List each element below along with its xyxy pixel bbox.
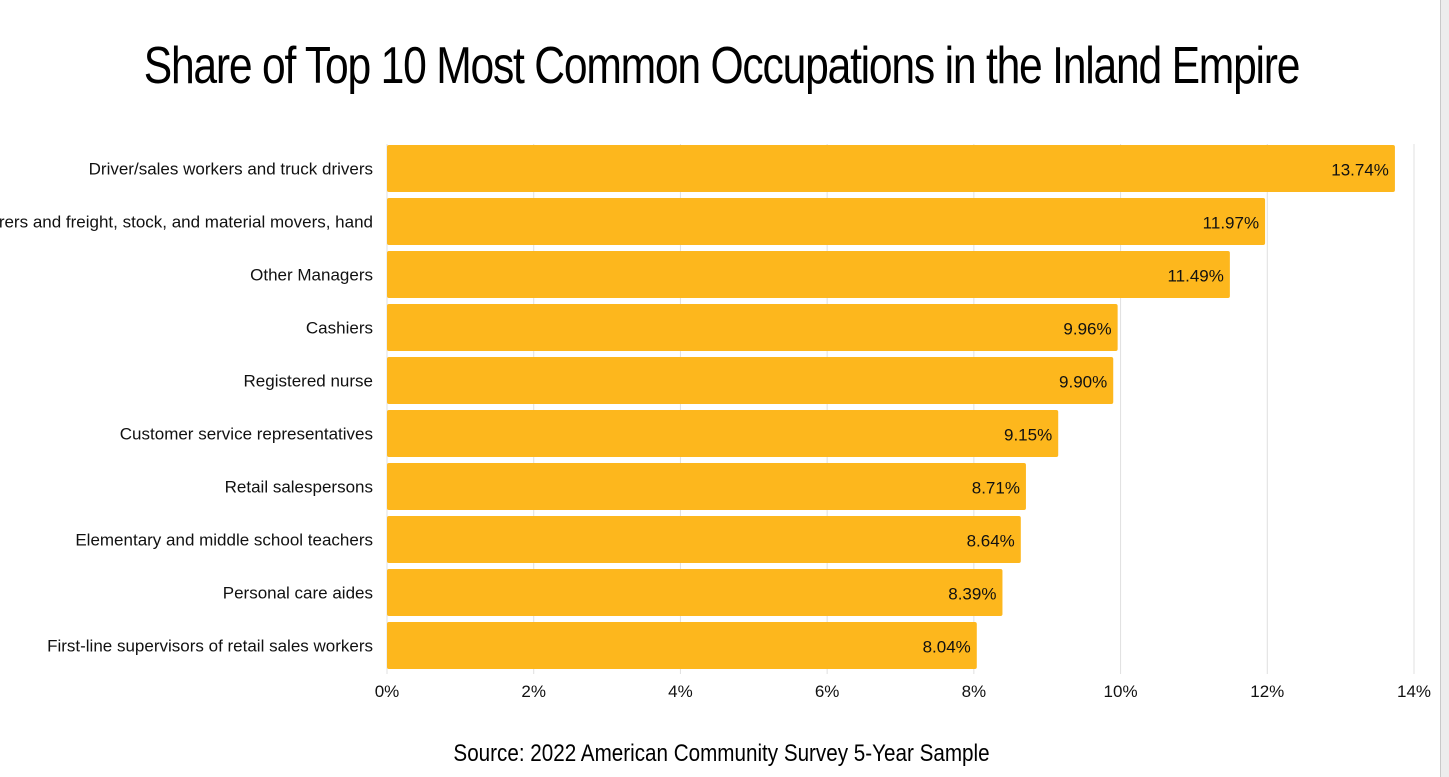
value-label-3: 9.96% (1063, 320, 1111, 339)
category-label-7: Elementary and middle school teachers (75, 531, 373, 550)
bar-8 (387, 569, 1003, 616)
bar-2 (387, 251, 1230, 298)
x-tick-label-3: 6% (815, 682, 840, 701)
category-label-1: Laborers and freight, stock, and materia… (0, 213, 373, 232)
bar-5 (387, 410, 1059, 457)
x-tick-label-1: 2% (521, 682, 546, 701)
x-tick-label-4: 8% (962, 682, 987, 701)
value-label-0: 13.74% (1331, 161, 1389, 180)
source-note: Source: 2022 American Community Survey 5… (453, 740, 990, 767)
category-label-9: First-line supervisors of retail sales w… (47, 637, 373, 656)
category-label-8: Personal care aides (223, 584, 373, 603)
x-tick-label-0: 0% (375, 682, 400, 701)
x-tick-label-7: 14% (1397, 682, 1431, 701)
bar-6 (387, 463, 1026, 510)
category-label-6: Retail salespersons (225, 478, 373, 497)
x-tick-label-5: 10% (1104, 682, 1138, 701)
value-label-1: 11.97% (1203, 214, 1259, 233)
x-tick-label-6: 12% (1250, 682, 1284, 701)
value-label-9: 8.04% (923, 638, 971, 657)
category-label-4: Registered nurse (244, 372, 373, 391)
value-label-4: 9.90% (1059, 373, 1107, 392)
bar-chart: Driver/sales workers and truck drivers La… (0, 144, 1431, 701)
value-labels: 13.74% 11.97% 11.49% 9.96% 9.90% 9.15% 8.71% 8.… (923, 161, 1389, 657)
category-label-5: Customer service representatives (120, 425, 373, 444)
bar-1 (387, 198, 1266, 245)
category-label-3: Cashiers (306, 319, 373, 338)
value-label-8: 8.39% (948, 585, 996, 604)
bars (387, 145, 1395, 669)
bar-7 (387, 516, 1021, 563)
bar-3 (387, 304, 1118, 351)
bar-4 (387, 357, 1114, 404)
window-edge (1440, 0, 1449, 777)
x-axis-ticks: 0% 2% 4% 6% 8% 10% 12% 14% (375, 682, 1431, 701)
category-label-2: Other Managers (250, 266, 373, 285)
chart-title: Share of Top 10 Most Common Occupations … (143, 37, 1301, 95)
value-label-7: 8.64% (967, 532, 1015, 551)
value-label-5: 9.15% (1004, 426, 1052, 445)
category-labels: Driver/sales workers and truck drivers La… (0, 160, 373, 656)
value-label-6: 8.71% (972, 479, 1020, 498)
value-label-2: 11.49% (1167, 267, 1223, 286)
bar-9 (387, 622, 977, 669)
bar-0 (387, 145, 1395, 192)
x-tick-label-2: 4% (668, 682, 693, 701)
category-label-0: Driver/sales workers and truck drivers (89, 160, 373, 179)
